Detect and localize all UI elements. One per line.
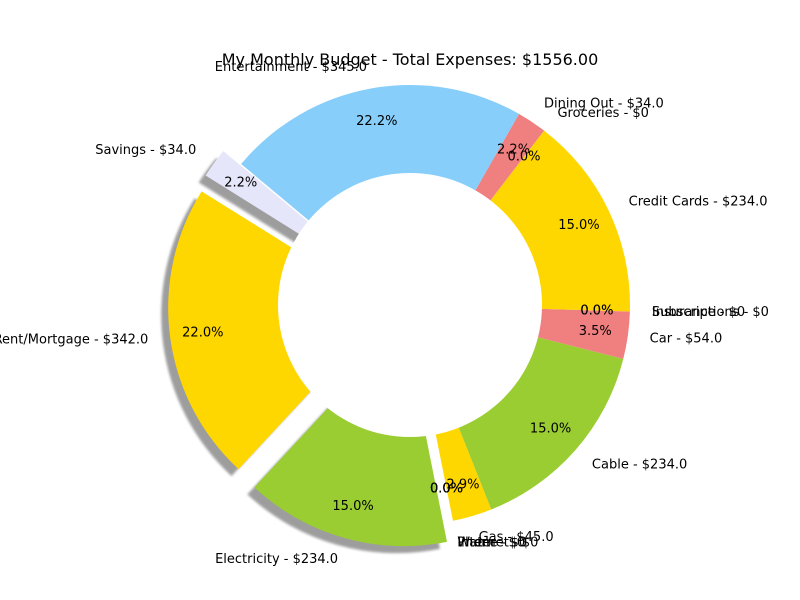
slice-label-groceries: Groceries - $0 xyxy=(557,106,648,121)
slice-pct-car: 3.5% xyxy=(579,324,612,339)
slice-pct-internet: 0.0% xyxy=(430,481,463,496)
slice-rent-mortgage xyxy=(168,191,389,470)
slice-label-subscriptions: Subscriptions - $0 xyxy=(652,305,769,320)
slice-pct-gas: 2.9% xyxy=(447,477,480,492)
slice-label-cable: Cable - $234.0 xyxy=(592,458,687,473)
chart-title: My Monthly Budget - Total Expenses: $155… xyxy=(222,50,599,69)
slice-pct-cable: 15.0% xyxy=(530,421,571,436)
donut-hole xyxy=(278,173,542,437)
slice-label-rent-mortgage: Rent/Mortgage - $342.0 xyxy=(0,333,148,348)
slice-pct-subscriptions: 0.0% xyxy=(580,304,613,319)
slice-pct-insurance: 0.0% xyxy=(580,304,613,319)
slice-pct-savings: 2.2% xyxy=(224,175,257,190)
slice-pct-electricity: 15.0% xyxy=(332,499,373,514)
slice-label-savings: Savings - $34.0 xyxy=(95,143,196,158)
slice-pct-credit-cards: 15.0% xyxy=(558,218,599,233)
slice-label-credit-cards: Credit Cards - $234.0 xyxy=(629,194,768,209)
slice-label-water: Water - $0 xyxy=(457,535,525,550)
slice-label-internet: Internet - $0 xyxy=(457,535,538,550)
slice-pct-dining-out: 2.2% xyxy=(497,142,530,157)
slice-labels: Rent/Mortgage - $342.0 22.0% Electricity -… xyxy=(0,60,769,567)
slice-pct-rent-mortgage: 22.0% xyxy=(182,326,223,341)
slice-label-dining-out: Dining Out - $34.0 xyxy=(544,96,664,111)
slice-label-car: Car - $54.0 xyxy=(650,331,723,346)
slice-label-phone: Phone - $0 xyxy=(457,535,527,550)
slice-pct-groceries: 0.0% xyxy=(507,150,540,165)
slice-pct-entertainment: 22.2% xyxy=(356,114,397,129)
slice-label-electricity: Electricity - $234.0 xyxy=(215,552,338,567)
slice-pct-water: 0.0% xyxy=(430,481,463,496)
slice-label-insurance: Insurance - $0 xyxy=(652,305,745,320)
slice-pct-phone: 0.0% xyxy=(430,481,463,496)
slice-label-gas: Gas - $45.0 xyxy=(479,530,554,545)
slice-label-entertainment: Entertainment - $345.0 xyxy=(215,60,367,75)
